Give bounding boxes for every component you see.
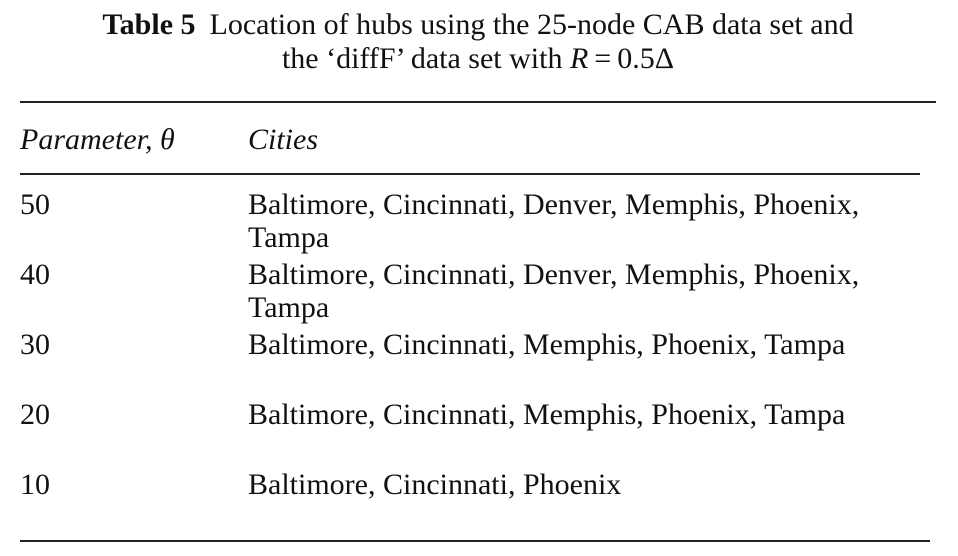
row-cities: Baltimore, Cincinnati, Denver, Memphis, … — [248, 188, 860, 254]
table-caption: Table 5 Location of hubs using the 25-nod… — [18, 8, 938, 76]
table-bottom-rule — [20, 540, 930, 542]
row-cities: Baltimore, Cincinnati, Memphis, Phoenix,… — [248, 328, 846, 361]
row-parameter: 40 — [20, 258, 50, 291]
table-body: 50 Baltimore, Cincinnati, Denver, Memphi… — [20, 184, 936, 504]
table-row: 20 Baltimore, Cincinnati, Memphis, Phoen… — [20, 394, 936, 464]
table-header-row: Parameter, θ Cities — [20, 122, 936, 158]
caption-line-2-prefix: the ‘diffF’ data set with — [281, 42, 570, 75]
table-row: 40 Baltimore, Cincinnati, Denver, Memphi… — [20, 254, 936, 324]
header-parameter: Parameter, θ — [20, 123, 175, 156]
table-row: 50 Baltimore, Cincinnati, Denver, Memphi… — [20, 184, 936, 254]
caption-line-2: the ‘diffF’ data set with R = 0.5Δ — [18, 42, 938, 76]
table-label: Table 5 — [102, 8, 196, 41]
table-top-rule — [20, 101, 936, 103]
table-row: 30 Baltimore, Cincinnati, Memphis, Phoen… — [20, 324, 936, 394]
table-header-rule — [20, 173, 920, 175]
table-row: 10 Baltimore, Cincinnati, Phoenix — [20, 464, 936, 504]
caption-variable-r: R — [569, 42, 589, 75]
caption-line-2-suffix: = 0.5Δ — [588, 42, 675, 75]
row-cities: Baltimore, Cincinnati, Phoenix — [248, 468, 622, 501]
row-parameter: 20 — [20, 398, 50, 431]
caption-line-1: Location of hubs using the 25-node CAB d… — [209, 8, 854, 41]
row-parameter: 30 — [20, 328, 50, 361]
row-cities: Baltimore, Cincinnati, Memphis, Phoenix,… — [248, 398, 846, 431]
header-cities: Cities — [248, 123, 319, 156]
row-cities: Baltimore, Cincinnati, Denver, Memphis, … — [248, 258, 860, 324]
row-parameter: 50 — [20, 188, 50, 221]
row-parameter: 10 — [20, 468, 50, 501]
